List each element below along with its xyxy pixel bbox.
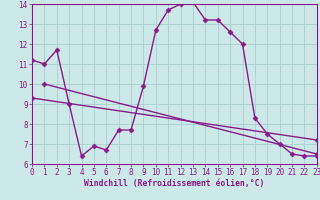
X-axis label: Windchill (Refroidissement éolien,°C): Windchill (Refroidissement éolien,°C) <box>84 179 265 188</box>
